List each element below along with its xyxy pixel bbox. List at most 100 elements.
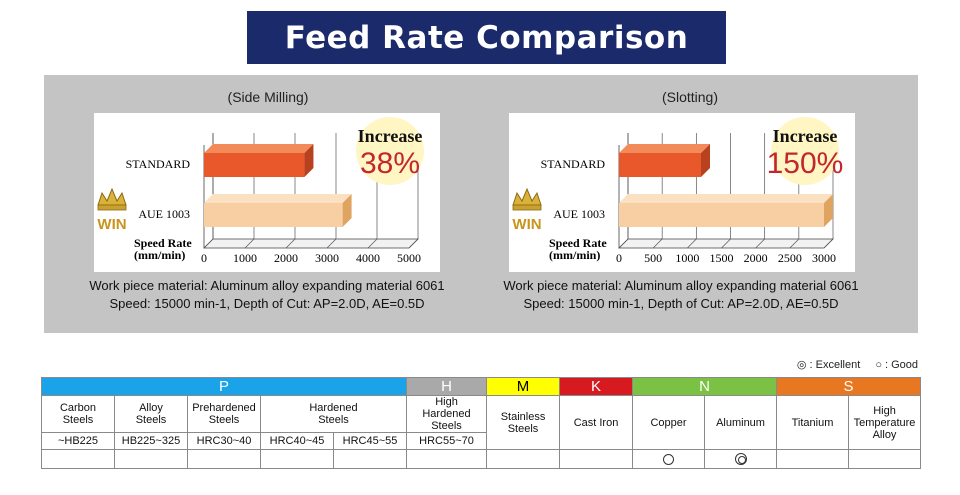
- group-k: K: [559, 377, 634, 396]
- gridline-floor: [721, 238, 731, 249]
- good-icon: [663, 453, 675, 465]
- chart-slotting-svg: 0 500 1000 1500 2000 2500 3000 STANDARD AUE 1003…: [512, 117, 844, 265]
- x-axis-label-line1: Speed Rate: [549, 236, 607, 250]
- gridline-floor: [652, 238, 663, 249]
- group-row: P H M K N S: [40, 377, 922, 396]
- bar-standard: [619, 153, 701, 177]
- group-h: H: [406, 377, 488, 396]
- increase-burst: [356, 117, 424, 185]
- gridline-floor: [408, 238, 419, 249]
- x-tick-label: 3000: [812, 251, 836, 265]
- hardness-row: ~HB225 HB225~325 HRC30~40 HRC40~45 HRC45…: [41, 432, 921, 450]
- hardness-hardened-1: HRC40~45: [260, 432, 334, 450]
- material-carbon: Carbon Steels: [41, 395, 115, 433]
- caption-speed: Speed: 15000 min-1, Depth of Cut: AP=2.0…: [523, 296, 839, 311]
- chart-caption-slotting: Work piece material: Aluminum alloy expa…: [494, 277, 868, 313]
- x-tick-label: 4000: [356, 251, 380, 265]
- excellent-icon: ◎: [796, 359, 807, 371]
- increase-value: 150%: [767, 147, 844, 180]
- material-alloy: Alloy Steels: [114, 395, 188, 433]
- bar-aue-1003: [619, 203, 824, 227]
- bar-side-0: [701, 144, 710, 177]
- page-title: Feed Rate Comparison: [247, 11, 726, 64]
- x-tick-label: 3000: [315, 251, 339, 265]
- crown-band-icon: [512, 204, 542, 211]
- win-badge: WIN: [97, 216, 126, 233]
- hardness-prehardened: HRC30~40: [187, 432, 261, 450]
- category-label: AUE 1003: [138, 207, 190, 221]
- hardness-hardened-2: HRC45~55: [332, 432, 408, 450]
- crown-icon: [97, 187, 127, 206]
- group-s: S: [776, 377, 922, 396]
- material-table: P H M K N S Carbon Steels Alloy Steels Pre…: [40, 377, 922, 469]
- x-tick-label: 1500: [710, 251, 734, 265]
- caption-speed: Speed: 15000 min-1, Depth of Cut: AP=2.0…: [109, 296, 425, 311]
- hardness-alloy: HB225~325: [114, 432, 188, 450]
- rating-cast-iron: [559, 449, 634, 469]
- material-high-hardened: High Hardened Steels: [406, 395, 488, 433]
- material-copper: Copper: [632, 395, 706, 450]
- bar-top-0: [204, 144, 314, 153]
- increase-label: Increase: [358, 126, 423, 146]
- bar-standard: [204, 153, 305, 177]
- rating-high-temp: [848, 449, 922, 469]
- chart-title-side-milling: (Side Milling): [227, 89, 309, 105]
- gridline-floor: [367, 238, 378, 249]
- rating-high-hardened: [406, 449, 488, 469]
- gridline-floor: [326, 238, 337, 249]
- increase-burst: [771, 117, 839, 185]
- gridline-floor: [244, 238, 255, 249]
- crown-band-icon: [97, 204, 127, 211]
- hardness-high-hardened: HRC55~70: [406, 432, 488, 450]
- rating-copper: [632, 449, 706, 469]
- chart-side-milling: 0 1000 2000 3000 4000 5000 STANDARD AUE 1003 Spe…: [94, 113, 440, 272]
- material-aluminum: Aluminum: [704, 395, 778, 450]
- chart-side-milling-svg: 0 1000 2000 3000 4000 5000 STANDARD AUE 1003 Spe…: [97, 117, 424, 265]
- group-p: P: [40, 377, 408, 396]
- chart-title-slotting: (Slotting): [661, 89, 719, 105]
- increase-value: 38%: [360, 147, 420, 180]
- x-tick-label: 5000: [397, 251, 421, 265]
- gridline-floor: [789, 238, 800, 249]
- material-high-temp: High Temperature Alloy: [848, 395, 922, 450]
- x-axis-label-line2: (mm/min): [134, 248, 185, 262]
- material-titanium: Titanium: [776, 395, 850, 450]
- x-axis-label-line1: Speed Rate: [134, 236, 192, 250]
- gridline-floor: [687, 238, 697, 249]
- gridline-floor: [755, 238, 765, 249]
- category-label: AUE 1003: [553, 207, 605, 221]
- crown-icon: [512, 187, 542, 206]
- rating-titanium: [776, 449, 850, 469]
- rating-legend: ◎: Excellent ○: Good: [791, 358, 918, 371]
- chart-slotting: 0 500 1000 1500 2000 2500 3000 STANDARD AUE 1003…: [509, 113, 855, 272]
- rating-hardened-1: [260, 449, 334, 469]
- x-tick-label: 1000: [233, 251, 257, 265]
- caption-material: Work piece material: Aluminum alloy expa…: [503, 278, 859, 293]
- group-n: N: [632, 377, 778, 396]
- rating-aluminum: [704, 449, 778, 469]
- rating-hardened-2: [332, 449, 408, 469]
- win-badge: WIN: [512, 216, 541, 233]
- good-label: : Good: [884, 359, 918, 371]
- rating-prehardened: [187, 449, 261, 469]
- hardness-carbon: ~HB225: [41, 432, 115, 450]
- excellent-icon: [734, 453, 747, 466]
- category-label: STANDARD: [541, 157, 606, 171]
- gridline-floor: [823, 238, 834, 249]
- x-tick-label: 0: [616, 251, 622, 265]
- increase-label: Increase: [773, 126, 838, 146]
- x-tick-label: 0: [201, 251, 207, 265]
- material-row: Carbon Steels Alloy Steels Prehardened Stee…: [41, 395, 922, 450]
- gridline-floor: [618, 238, 629, 249]
- bar-aue-1003: [204, 203, 343, 227]
- x-tick-label: 2000: [744, 251, 768, 265]
- caption-material: Work piece material: Aluminum alloy expa…: [89, 278, 445, 293]
- rating-stainless: [486, 449, 561, 469]
- rating-row: [41, 449, 922, 469]
- gridline-floor: [203, 238, 214, 249]
- x-axis-label-line2: (mm/min): [549, 248, 600, 262]
- bar-top-0: [619, 144, 710, 153]
- excellent-label: : Excellent: [809, 359, 861, 371]
- gridline-floor: [285, 238, 296, 249]
- x-tick-label: 500: [644, 251, 662, 265]
